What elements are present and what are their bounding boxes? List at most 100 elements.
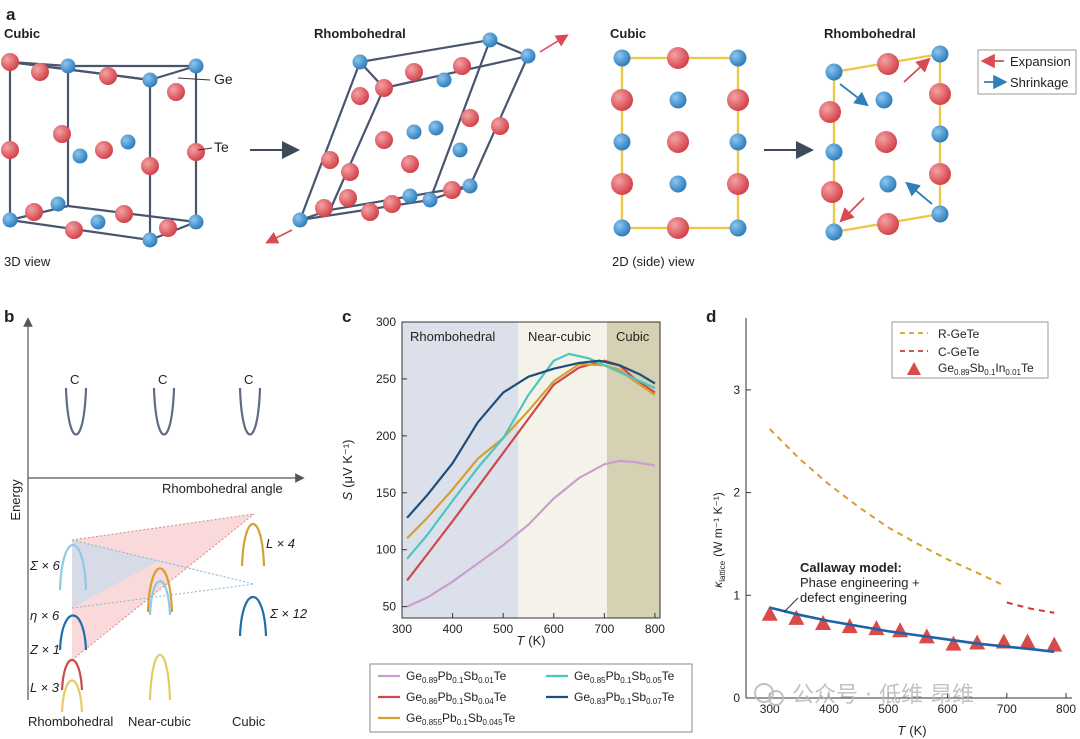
y-tick-label: 50 [383,600,397,614]
x-tick-label: 700 [997,702,1017,716]
seebeck-legend-box [369,663,693,733]
kappa-data-triangle [761,605,778,621]
ge-atom [188,58,204,74]
te-atom [611,173,633,195]
conduction-bands [64,387,262,436]
phase-label-cubic: Cubic [232,714,266,729]
energy-axis-label: Energy [8,479,23,521]
kappa-data-triangle [815,615,832,631]
te-atom [95,141,113,159]
te-atom [875,131,897,153]
te-atom [819,101,841,123]
x-tick-label: 500 [493,622,513,636]
ge-atom [142,72,158,88]
x-tick-label: 400 [443,622,463,636]
phase-region-label: Near-cubic [528,329,591,344]
rhombo-2d-expansion-2 [839,197,865,223]
rhombo-2d-shrink-2 [905,181,933,205]
seebeck-plot-frame [401,321,661,619]
te-atom [31,63,49,81]
legend-entry: Ge0.855Pb0.1Sb0.045Te [406,711,516,727]
kappa-data-triangle [945,635,962,651]
y-tick-label: 150 [376,486,396,500]
panel-a-title-cubic-3d: Cubic [4,26,40,41]
ge-atom [428,120,444,136]
c-label-cubic: C [244,372,253,387]
y-tick-label: 200 [376,429,396,443]
ge-atom [729,219,747,237]
ge-atom [406,124,422,140]
ge-atom [462,178,478,194]
label-l-3: L × 3 [30,680,60,695]
ge-atom [436,72,452,88]
rhombo-2d-atoms [819,45,951,241]
seebeck-series-line [406,363,656,540]
kappa-dashed-line [1006,601,1055,614]
te-atom [667,47,689,69]
panel-c-letter: c [342,307,351,326]
te-atom [877,53,899,75]
ge-atom [520,48,536,64]
x-tick-label: 700 [594,622,614,636]
ge-label: Ge [214,71,233,87]
watermark-text: 公众号 · 低维 昂维 [792,683,974,708]
rhombo-2d-shrink-1 [839,83,869,107]
ge-atom [613,133,631,151]
label-z-1: Z × 1 [29,642,60,657]
seebeck-series-line [406,459,656,608]
view-3d-label: 3D view [4,254,51,269]
y-tick-label: 0 [733,691,740,705]
ge-atom [931,205,949,223]
te-atom [187,143,205,161]
ge-atom [60,58,76,74]
x-tick-label: 600 [544,622,564,636]
seebeck-legend: Ge0.89Pb0.1Sb0.01Te Ge0.86Pb0.1Sb0.04Te Ge… [378,669,675,727]
legend-entry: Ge0.86Pb0.1Sb0.04Te [406,690,507,706]
seebeck-x-label: T (K) [516,633,545,648]
panel-a-title-rhombo-3d: Rhombohedral [314,26,406,41]
x-tick-label: 800 [1056,702,1076,716]
legend-ge-sb-in-te: Ge0.89Sb0.1In0.01Te [938,361,1034,377]
legend-r-gete: R-GeTe [938,327,980,341]
te-pointer-line [197,147,213,151]
te-atom [453,57,471,75]
seebeck-chart: Rhombohedral Near-cubic Cubic 300 400 500 600 7… [376,315,665,636]
ge-atom [669,91,687,109]
seebeck-series-line [406,359,656,519]
ge-atom [613,219,631,237]
ge-atom [729,49,747,67]
te-label: Te [214,139,229,155]
callaway-line-2: defect engineering [800,590,907,605]
te-atom [443,181,461,199]
kappa-data-triangle [1046,636,1063,652]
te-atom [877,213,899,235]
te-atom [1,141,19,159]
kappa-data-triangle [969,634,986,650]
phase-region [402,322,519,618]
y-tick-label: 1 [733,588,740,602]
ge-atom [482,32,498,48]
panel-a-title-rhombo-2d: Rhombohedral [824,26,916,41]
callaway-model-line [769,606,1055,654]
callaway-title: Callaway model: [800,560,902,575]
c-label-rhombo: C [70,372,79,387]
legend-entry: Ge0.83Pb0.1Sb0.07Te [574,690,675,706]
ge-atom [729,133,747,151]
y-tick-label: 250 [376,372,396,386]
cubic-2d-atoms [611,47,749,239]
ge-atom [825,143,843,161]
te-atom [321,151,339,169]
ge-atom [669,175,687,193]
ge-atom [2,212,18,228]
ge-atom [875,91,893,109]
x-tick-label: 500 [878,702,898,716]
ge-atom [352,54,368,70]
y-tick-label: 3 [733,383,740,397]
ge-atom [292,212,308,228]
te-atom [821,181,843,203]
kappa-data-triangle [1019,633,1036,649]
te-atom [375,131,393,149]
